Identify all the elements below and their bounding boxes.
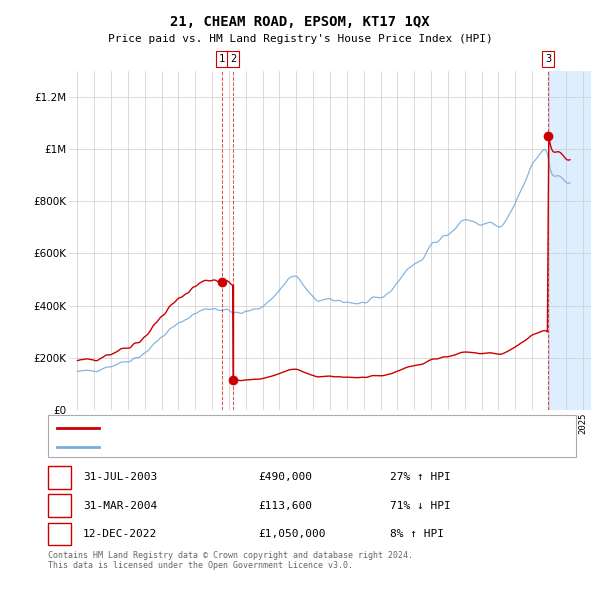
Text: £113,600: £113,600	[258, 501, 312, 510]
Text: 2: 2	[230, 54, 236, 64]
Text: 31-JUL-2003: 31-JUL-2003	[83, 473, 157, 482]
Text: 71% ↓ HPI: 71% ↓ HPI	[390, 501, 451, 510]
Text: HPI: Average price, detached house, Epsom and Ewell: HPI: Average price, detached house, Epso…	[105, 442, 424, 451]
Text: £490,000: £490,000	[258, 473, 312, 482]
Bar	[548, 71, 591, 410]
Text: Price paid vs. HM Land Registry's House Price Index (HPI): Price paid vs. HM Land Registry's House …	[107, 34, 493, 44]
Text: 31-MAR-2004: 31-MAR-2004	[83, 501, 157, 510]
Text: 8% ↑ HPI: 8% ↑ HPI	[390, 529, 444, 539]
Text: 1: 1	[219, 54, 225, 64]
Text: 12-DEC-2022: 12-DEC-2022	[83, 529, 157, 539]
Text: 1: 1	[56, 471, 63, 484]
Text: 3: 3	[545, 54, 551, 64]
Text: 2: 2	[56, 499, 63, 512]
Text: 3: 3	[56, 527, 63, 540]
Text: 21, CHEAM ROAD, EPSOM, KT17 1QX (detached house): 21, CHEAM ROAD, EPSOM, KT17 1QX (detache…	[105, 422, 405, 432]
Text: £1,050,000: £1,050,000	[258, 529, 325, 539]
Text: 21, CHEAM ROAD, EPSOM, KT17 1QX: 21, CHEAM ROAD, EPSOM, KT17 1QX	[170, 15, 430, 29]
Text: 27% ↑ HPI: 27% ↑ HPI	[390, 473, 451, 482]
Text: Contains HM Land Registry data © Crown copyright and database right 2024.
This d: Contains HM Land Registry data © Crown c…	[48, 551, 413, 571]
